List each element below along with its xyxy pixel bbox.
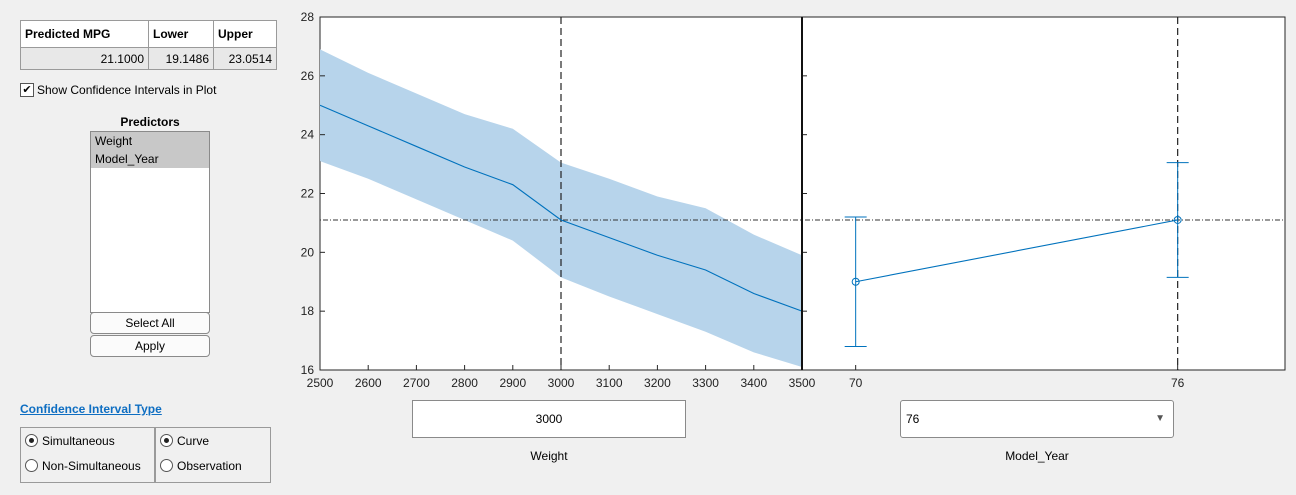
bounds-radio-group: Curve Observation: [155, 427, 271, 483]
list-item[interactable]: Model_Year: [91, 150, 209, 168]
y-tick-label: 26: [301, 69, 315, 83]
radio-label: Curve: [177, 433, 210, 448]
y-tick-label: 18: [301, 304, 315, 318]
x-tick-label: 3200: [644, 376, 671, 390]
x-tick-label: 76: [1171, 376, 1185, 390]
header-predicted-mpg: Predicted MPG: [20, 20, 149, 48]
y-tick-label: 28: [301, 10, 315, 24]
header-upper: Upper: [213, 20, 277, 48]
prediction-line: [855, 219, 1178, 283]
model-year-value: 76: [906, 412, 920, 426]
x-tick-label: 3100: [596, 376, 623, 390]
prediction-plot[interactable]: 2500 2600 2700 2800 2900 3000 3100 3200 3300 3400…: [0, 0, 1296, 400]
model-year-dropdown[interactable]: 76 ▼: [900, 400, 1174, 438]
prediction-line: [319, 104, 803, 312]
radio-selected-icon: [25, 434, 38, 447]
checkmark-icon: ✔: [20, 83, 34, 97]
predictors-listbox[interactable]: Weight Model_Year: [90, 131, 210, 313]
y-tick-label: 22: [301, 187, 315, 201]
x-tick-label: 2800: [451, 376, 478, 390]
y-tick-label: 20: [301, 245, 315, 259]
apply-button[interactable]: Apply: [90, 335, 210, 357]
predictors-title: Predictors: [120, 115, 180, 129]
y-tick-label: 24: [301, 128, 315, 142]
radio-observation[interactable]: Observation: [156, 453, 270, 478]
header-lower: Lower: [148, 20, 214, 48]
cell-lower: 19.1486: [148, 47, 214, 70]
x-tick-label: 3500: [789, 376, 816, 390]
interval-radio-group: Simultaneous Non-Simultaneous: [20, 427, 155, 483]
radio-curve[interactable]: Curve: [156, 428, 270, 453]
radio-unselected-icon: [160, 459, 173, 472]
data-point: [1173, 215, 1182, 224]
x-tick-label: 3000: [548, 376, 575, 390]
x-tick-label: 70: [849, 376, 863, 390]
x-tick-label: 2700: [403, 376, 430, 390]
ci-type-link[interactable]: Confidence Interval Type: [20, 402, 162, 416]
radio-label: Non-Simultaneous: [42, 458, 141, 473]
x-tick-label: 2900: [499, 376, 526, 390]
radio-unselected-icon: [25, 459, 38, 472]
show-ci-checkbox[interactable]: ✔ Show Confidence Intervals in Plot: [20, 83, 216, 97]
cell-upper: 23.0514: [213, 47, 277, 70]
weight-input[interactable]: 3000: [412, 400, 686, 438]
x-tick-label: 2600: [355, 376, 382, 390]
model-year-axis-label: Model_Year: [1005, 449, 1069, 463]
show-ci-label: Show Confidence Intervals in Plot: [37, 83, 217, 97]
x-tick-label: 3400: [740, 376, 767, 390]
radio-selected-icon: [160, 434, 173, 447]
prediction-table: Predicted MPG Lower Upper 21.1000 19.148…: [20, 20, 277, 70]
list-item[interactable]: Weight: [91, 132, 209, 150]
axes-box: [801, 16, 1286, 371]
y-tick-label: 16: [301, 363, 315, 377]
cell-predicted-mpg: 21.1000: [20, 47, 149, 70]
x-tick-label: 2500: [307, 376, 334, 390]
chevron-down-icon: ▼: [1155, 413, 1165, 424]
data-point: [851, 277, 860, 286]
x-tick-label: 3300: [692, 376, 719, 390]
radio-non-simultaneous[interactable]: Non-Simultaneous: [21, 453, 154, 478]
radio-simultaneous[interactable]: Simultaneous: [21, 428, 154, 453]
select-all-button[interactable]: Select All: [90, 312, 210, 334]
weight-axis-label: Weight: [530, 449, 568, 463]
radio-label: Observation: [177, 458, 242, 473]
radio-label: Simultaneous: [42, 433, 115, 448]
